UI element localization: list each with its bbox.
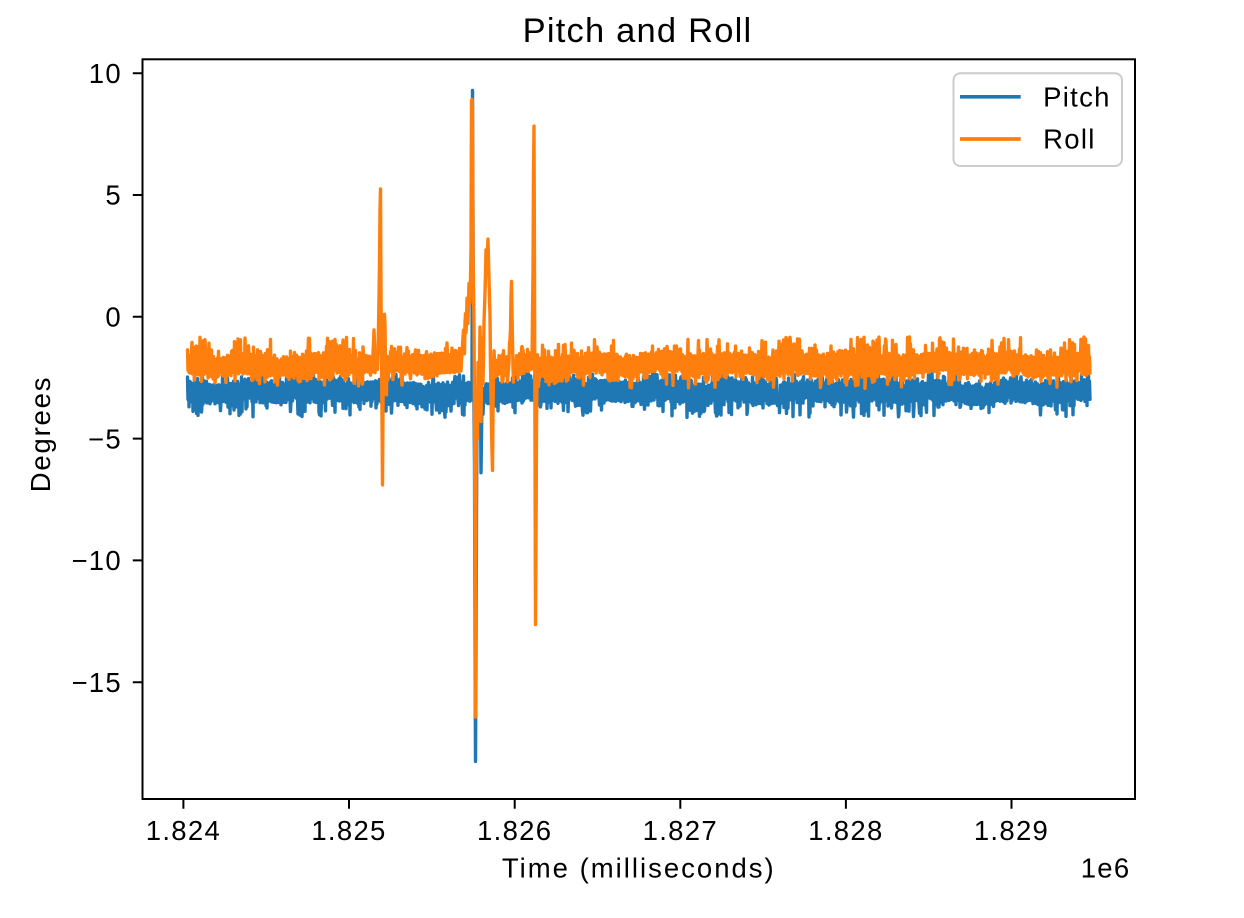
svg-text:Pitch: Pitch	[1043, 82, 1111, 113]
svg-text:1.827: 1.827	[643, 815, 718, 846]
svg-text:1.829: 1.829	[974, 815, 1049, 846]
svg-text:−5: −5	[88, 423, 122, 454]
svg-text:−15: −15	[71, 667, 122, 698]
svg-text:5: 5	[105, 180, 122, 211]
svg-text:1e6: 1e6	[1081, 853, 1131, 884]
svg-text:1.828: 1.828	[808, 815, 883, 846]
svg-text:1.824: 1.824	[146, 815, 221, 846]
svg-text:Time (milliseconds): Time (milliseconds)	[502, 853, 776, 884]
svg-text:Pitch and Roll: Pitch and Roll	[523, 12, 753, 50]
svg-text:Degrees: Degrees	[25, 376, 56, 493]
svg-text:10: 10	[89, 58, 122, 89]
svg-text:1.826: 1.826	[477, 815, 552, 846]
svg-text:1.825: 1.825	[311, 815, 386, 846]
svg-text:0: 0	[105, 302, 122, 333]
svg-text:Roll: Roll	[1043, 124, 1096, 155]
svg-text:−10: −10	[71, 545, 122, 576]
